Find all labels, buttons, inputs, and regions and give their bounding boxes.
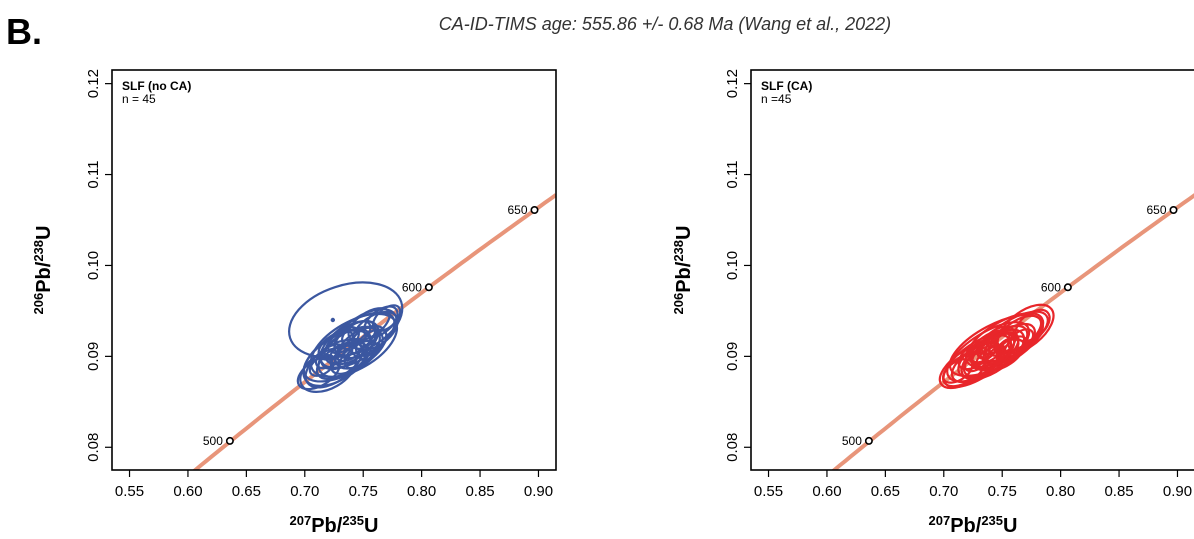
y-tick-label: 0.11 [85,160,102,188]
inset-count: n =45 [761,92,792,106]
y-axis-label: 206Pb/238U [671,226,696,315]
age-label: 650 [507,203,527,217]
y-tick-label: 0.09 [724,342,741,371]
error-ellipse [976,340,1000,360]
age-marker [864,436,873,445]
plot-area [831,193,1194,470]
x-tick-label: 0.55 [115,483,144,500]
error-ellipse [343,339,379,370]
y-tick-label: 0.12 [724,69,741,98]
error-ellipse [942,358,974,384]
x-axis-label: 207Pb/235U [290,513,379,538]
x-tick-label: 0.90 [1163,483,1192,500]
plot-panel-1: 500 600 650 0.55 0.60 0.65 0.70 0.75 0.80 0.85 0.9… [31,69,557,538]
y-tick-label: 0.12 [85,69,102,98]
plot-panel-2: 500 600 650 0.55 0.60 0.65 0.70 0.75 0.80 0.85 0.9… [671,69,1194,538]
plot-area [192,193,556,470]
error-ellipse [964,351,990,373]
error-ellipse [942,350,988,388]
inset-title: SLF (CA) [761,79,812,93]
age-marker [1169,206,1178,215]
error-ellipse [308,353,336,377]
age-label: 600 [402,280,422,294]
error-ellipse [981,343,1007,366]
x-tick-label: 0.85 [465,483,494,500]
x-tick-label: 0.80 [407,483,436,500]
plot-frame [750,69,1194,471]
error-ellipse [995,335,1028,363]
figure-subtitle: CA-ID-TIMS age: 555.86 +/- 0.68 Ma (Wang… [439,14,891,34]
age-marker [530,206,539,215]
error-ellipse [975,345,1007,372]
error-ellipse [957,342,991,371]
x-axis-label: 207Pb/235U [929,513,1018,538]
y-tick-label: 0.08 [724,433,741,462]
data-point [330,317,336,323]
x-tick-label: 0.65 [871,483,900,500]
age-marker [424,283,433,292]
x-tick-label: 0.60 [173,483,202,500]
x-tick-label: 0.55 [754,483,783,500]
age-label: 650 [1146,203,1166,217]
inset-count: n = 45 [122,92,156,106]
x-tick-label: 0.75 [988,483,1017,500]
x-tick-label: 0.75 [349,483,378,500]
age-label: 500 [203,434,223,448]
inset-title: SLF (no CA) [122,79,191,93]
x-tick-label: 0.70 [929,483,958,500]
error-ellipse [326,325,360,355]
plot-frame [111,69,557,471]
x-tick-label: 0.90 [524,483,553,500]
age-label: 500 [842,434,862,448]
age-label: 600 [1041,280,1061,294]
y-axis-label: 206Pb/238U [31,226,56,315]
x-tick-label: 0.70 [290,483,319,500]
age-marker [1063,283,1072,292]
x-tick-label: 0.60 [812,483,841,500]
error-ellipse [354,328,388,357]
panel-label: B. [6,11,42,52]
error-ellipse [350,326,378,350]
y-tick-label: 0.09 [85,342,102,371]
y-tick-label: 0.11 [724,160,741,188]
y-tick-label: 0.08 [85,433,102,462]
y-tick-label: 0.10 [85,251,102,280]
x-tick-label: 0.80 [1046,483,1075,500]
error-ellipse [1007,328,1035,352]
x-tick-label: 0.65 [232,483,261,500]
error-ellipse [1014,308,1051,343]
x-tick-label: 0.85 [1104,483,1133,500]
error-ellipse [328,343,354,365]
y-tick-label: 0.10 [724,251,741,280]
age-marker [225,436,234,445]
error-ellipse [996,337,1020,358]
